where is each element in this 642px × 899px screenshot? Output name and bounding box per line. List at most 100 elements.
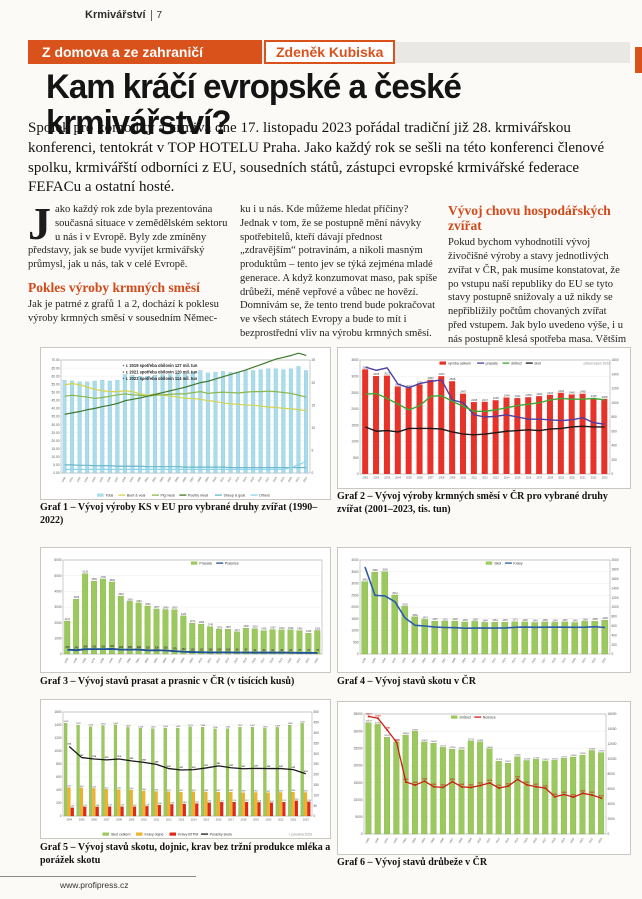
svg-text:3000: 3000 <box>54 605 61 609</box>
graf-1-caption: Graf 1 – Vývoj výroby KS v EU pro vybran… <box>40 502 318 526</box>
svg-text:2020: 2020 <box>286 657 293 664</box>
svg-text:258: 258 <box>142 760 146 762</box>
svg-text:1366: 1366 <box>522 619 528 622</box>
svg-text:300: 300 <box>314 752 320 756</box>
svg-text:100: 100 <box>208 649 213 652</box>
magazine-title: Krmivářství <box>85 9 146 21</box>
svg-text:1397: 1397 <box>432 618 438 621</box>
svg-text:2107: 2107 <box>65 618 71 621</box>
svg-text:1500: 1500 <box>351 423 358 427</box>
svg-text:1340: 1340 <box>572 620 578 623</box>
svg-text:103: 103 <box>226 649 231 652</box>
svg-text:2494: 2494 <box>558 389 564 393</box>
svg-text:20671: 20671 <box>505 761 512 763</box>
section-banner: Z domova a ze zahraničí Zdeněk Kubiska <box>28 40 396 64</box>
svg-text:1909: 1909 <box>199 621 205 624</box>
svg-text:373: 373 <box>192 790 196 792</box>
svg-text:6216: 6216 <box>441 785 447 787</box>
dropcap: J <box>28 198 51 249</box>
svg-text:2020: 2020 <box>569 837 576 844</box>
svg-text:2015: 2015 <box>522 837 529 844</box>
svg-text:0: 0 <box>357 652 359 656</box>
footer-url: www.profipress.cz <box>60 880 129 890</box>
svg-text:1344: 1344 <box>151 727 157 729</box>
svg-text:2019: 2019 <box>560 837 567 844</box>
svg-text:2001: 2001 <box>363 476 369 480</box>
svg-text:22992: 22992 <box>580 753 587 755</box>
svg-text:2442: 2442 <box>569 390 575 394</box>
svg-text:3363: 3363 <box>127 598 133 601</box>
svg-text:7282: 7282 <box>515 777 521 779</box>
svg-text:28220: 28220 <box>384 735 391 737</box>
svg-text:1367: 1367 <box>238 725 244 727</box>
svg-text:2022: 2022 <box>304 657 311 664</box>
svg-text:2018: 2018 <box>551 657 558 664</box>
svg-text:2015: 2015 <box>249 476 256 483</box>
svg-text:3506: 3506 <box>382 569 388 572</box>
svg-text:600: 600 <box>612 429 618 433</box>
svg-text:1600: 1600 <box>612 577 619 581</box>
svg-text:Drůbež: Drůbež <box>460 716 472 720</box>
svg-text:1587: 1587 <box>226 626 232 629</box>
svg-text:22566: 22566 <box>515 755 522 757</box>
svg-text:0: 0 <box>612 472 614 476</box>
svg-text:0: 0 <box>60 814 62 818</box>
svg-text:123: 123 <box>191 648 196 651</box>
svg-text:21258: 21258 <box>496 759 503 761</box>
svg-text:4000: 4000 <box>351 558 358 562</box>
graf-1-eu-ks-chart: 0.00 5.00 10.00 15.00 20.00 25.00 30.00 35.00 40… <box>52 352 315 498</box>
svg-text:213: 213 <box>282 800 286 802</box>
svg-text:2308: 2308 <box>602 395 608 399</box>
svg-text:I. polovina 2023: I. polovina 2023 <box>289 833 312 837</box>
svg-text:1948: 1948 <box>72 657 79 664</box>
svg-text:1344: 1344 <box>225 727 231 729</box>
svg-text:21790: 21790 <box>533 757 540 759</box>
graf-6-drubez-chart: 0 5000 10000 15000 20000 25000 30000 35000 0 2000… <box>354 712 617 844</box>
svg-text:6464: 6464 <box>478 782 484 785</box>
svg-text:2009: 2009 <box>450 476 456 480</box>
svg-text:2877: 2877 <box>154 606 160 609</box>
svg-text:308: 308 <box>83 645 88 648</box>
svg-text:1200: 1200 <box>612 387 619 391</box>
svg-text:2018: 2018 <box>268 657 275 664</box>
svg-text:1995: 1995 <box>401 657 408 664</box>
svg-text:1349: 1349 <box>138 726 144 728</box>
svg-text:92: 92 <box>263 649 266 652</box>
svg-text:600: 600 <box>612 624 618 628</box>
svg-text:142: 142 <box>133 805 137 807</box>
svg-text:32479: 32479 <box>366 721 373 723</box>
svg-text:1000: 1000 <box>54 637 61 641</box>
body-paragraph: Pokud bychom vyhodnotili vývoj živočišné… <box>448 237 627 358</box>
svg-text:2013: 2013 <box>224 657 231 664</box>
svg-text:14000: 14000 <box>608 727 617 731</box>
svg-text:50: 50 <box>314 804 318 808</box>
svg-text:2018: 2018 <box>241 818 247 822</box>
svg-text:280: 280 <box>119 646 124 649</box>
svg-text:228: 228 <box>167 766 171 768</box>
svg-text:500: 500 <box>353 640 359 644</box>
svg-text:2003: 2003 <box>411 837 418 844</box>
svg-text:2015: 2015 <box>242 657 249 664</box>
svg-text:4000: 4000 <box>608 802 615 806</box>
svg-text:1600: 1600 <box>54 710 61 714</box>
svg-text:400: 400 <box>56 788 62 792</box>
svg-text:2016: 2016 <box>532 837 539 844</box>
svg-text:2014: 2014 <box>241 476 248 483</box>
svg-text:2265: 2265 <box>493 396 499 400</box>
svg-text:112: 112 <box>200 648 205 651</box>
svg-text:26891: 26891 <box>477 740 484 742</box>
svg-text:26496: 26496 <box>431 741 438 743</box>
svg-text:2011: 2011 <box>481 657 488 664</box>
graf-4-caption: Graf 4 – Vývoj stavů skotu v ČR <box>337 676 476 687</box>
svg-text:70.00: 70.00 <box>52 358 60 362</box>
svg-text:Krávy dojné: Krávy dojné <box>145 833 164 837</box>
svg-text:2004: 2004 <box>395 476 401 480</box>
svg-text:2015: 2015 <box>203 818 209 822</box>
svg-text:243: 243 <box>74 646 79 649</box>
graf-4-figure: 0 500 1000 1500 2000 2500 3000 3500 4000 0 200 400 6… <box>337 547 631 673</box>
svg-text:1994: 1994 <box>90 476 97 483</box>
svg-text:3480: 3480 <box>372 569 378 572</box>
svg-text:324: 324 <box>110 645 115 648</box>
svg-text:2500: 2500 <box>351 391 358 395</box>
svg-text:2021: 2021 <box>581 657 588 664</box>
